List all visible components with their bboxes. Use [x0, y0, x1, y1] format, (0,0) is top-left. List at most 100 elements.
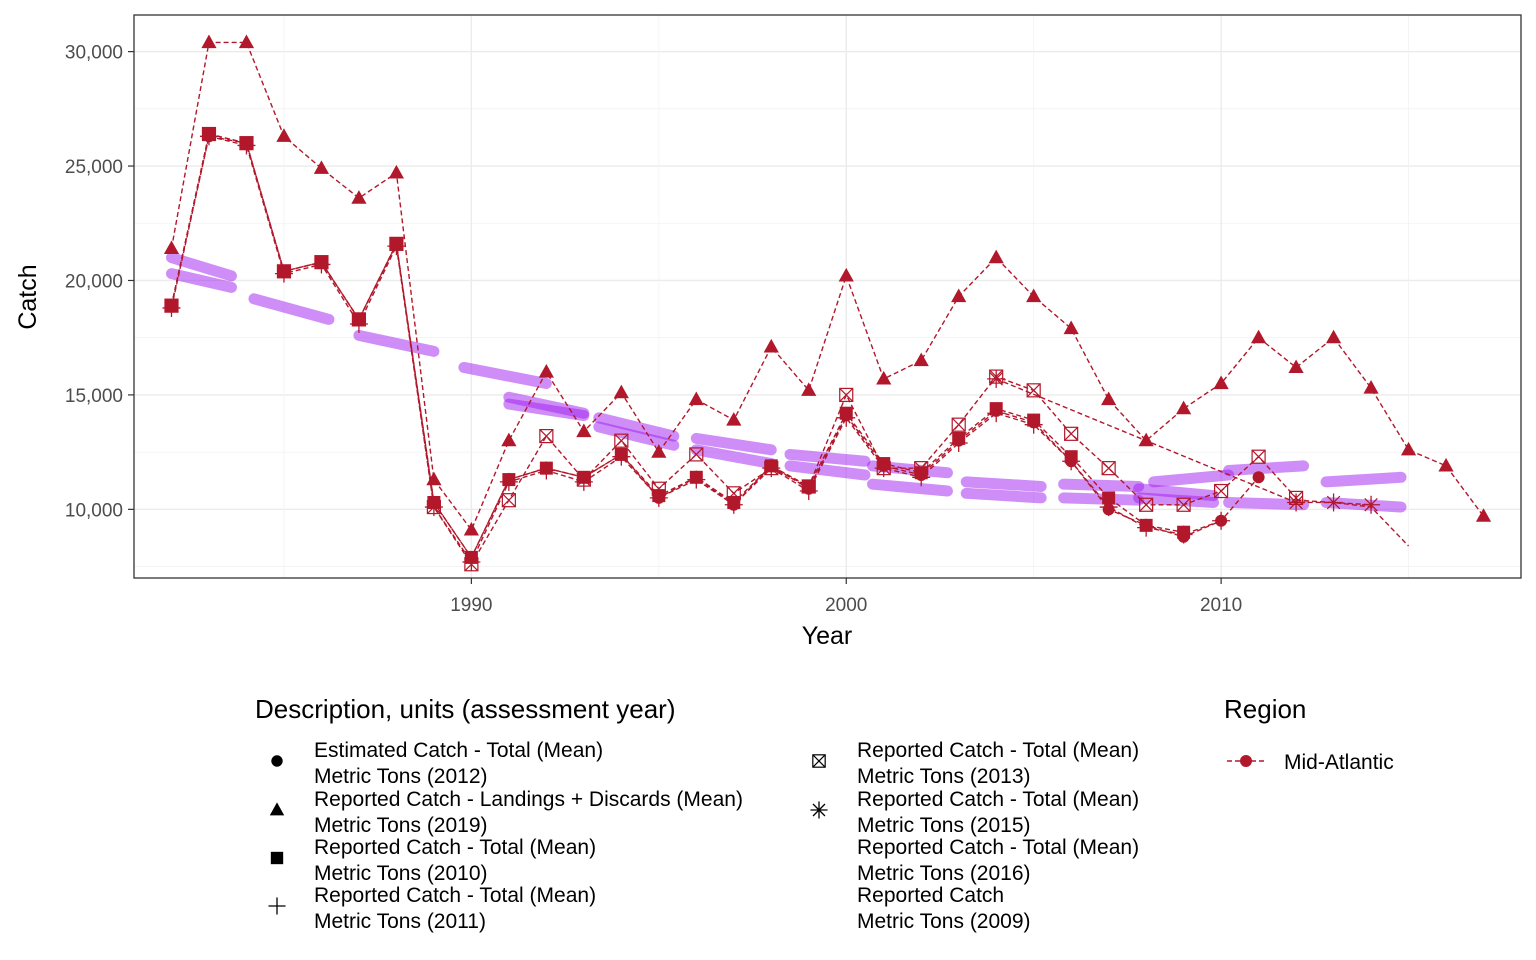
legend-item-line2: Metric Tons (2009)	[857, 910, 1031, 933]
triangle-marker	[1363, 380, 1379, 394]
region-key-circle-icon	[1240, 755, 1252, 767]
square-cross-marker	[914, 461, 929, 476]
triangle-marker	[1438, 457, 1454, 472]
triangle-marker	[988, 249, 1004, 264]
square-cross-marker	[689, 447, 704, 462]
circle-marker	[271, 755, 283, 767]
square-cross-box	[764, 461, 779, 476]
triangle-marker	[1176, 400, 1192, 415]
square-cross-marker	[876, 461, 891, 476]
asterisk-marker	[1362, 495, 1381, 514]
y-tick-label: 30,000	[65, 43, 123, 64]
square-marker	[1102, 491, 1116, 505]
trend-segment	[165, 268, 237, 293]
square-cross-marker	[201, 126, 217, 142]
square-cross-diag-b	[1214, 484, 1229, 498]
plus-marker	[268, 897, 286, 915]
square-cross-marker	[539, 429, 554, 444]
square-cross-marker	[426, 499, 441, 515]
square-cross-box	[914, 461, 929, 476]
square-cross-box	[276, 264, 292, 279]
square-cross-box	[1214, 483, 1229, 499]
square-cross-marker	[464, 557, 479, 572]
triangle-marker	[388, 164, 405, 179]
trend-segment	[1223, 460, 1310, 476]
square-cross-marker	[389, 236, 404, 251]
triangle-marker	[726, 412, 742, 426]
square-cross-box	[239, 136, 254, 151]
y-axis-ticks: 10,000 15,000 20,000 25,000 30,000	[65, 43, 134, 521]
triangle-marker	[951, 288, 967, 303]
plus-marker	[1174, 525, 1193, 544]
y-tick-label: 25,000	[65, 157, 123, 178]
triangle-marker	[538, 364, 554, 378]
square-cross-box	[539, 429, 554, 444]
triangle-marker	[1325, 329, 1342, 344]
square-cross-marker	[164, 298, 179, 313]
square-cross-marker	[239, 136, 254, 151]
triangle-marker	[763, 338, 779, 353]
square-cross-box	[314, 255, 329, 270]
trend-segment	[593, 421, 680, 451]
square-cross-diag-b	[202, 127, 216, 141]
plus-marker	[1212, 511, 1231, 530]
square-cross-diag-b	[914, 461, 929, 476]
square-cross-marker	[576, 472, 591, 487]
trend-segment	[1133, 483, 1220, 502]
trend-segment	[593, 412, 680, 442]
square-cross-box	[1101, 461, 1116, 476]
square-cross-diag-b	[689, 447, 704, 462]
triangle-marker	[1400, 441, 1417, 456]
triangle-marker	[913, 352, 929, 367]
legend-item-line2: Metric Tons (2011)	[314, 910, 486, 933]
square-cross-marker	[839, 387, 854, 403]
square-cross-diag-b	[314, 255, 329, 270]
square-cross-marker	[951, 417, 966, 432]
triangle-marker	[1101, 391, 1117, 406]
legend-description-title: Description, units (assessment year)	[255, 694, 675, 724]
x-axis-title: Year	[802, 622, 853, 650]
square-cross-marker	[1214, 483, 1229, 499]
legend-item: Reported Catch - Total (Mean) Metric Tons…	[857, 836, 1139, 885]
square-cross-diag-b	[812, 754, 826, 768]
triangle-marker	[238, 34, 255, 49]
plus-marker	[1062, 452, 1081, 471]
plus-marker	[537, 461, 556, 480]
asterisk-marker	[987, 369, 1006, 388]
plus-marker	[1099, 498, 1118, 517]
trend-segment	[503, 398, 590, 422]
square-cross-box	[426, 499, 441, 515]
square-cross-box	[951, 417, 966, 432]
triangle-marker	[351, 190, 367, 204]
legend-item: Reported Catch - Total (Mean) Metric Tons…	[812, 739, 1139, 788]
triangle-marker	[801, 382, 817, 396]
legend-item-line2: Metric Tons (2012)	[314, 765, 488, 788]
square-cross-marker	[1176, 497, 1191, 512]
square-cross-box	[689, 447, 704, 462]
square-cross-diag-b	[764, 461, 779, 476]
trend-segment	[1148, 469, 1235, 488]
triangle-marker	[276, 128, 292, 142]
square-cross-diag-b	[539, 429, 554, 444]
legend-item: Estimated Catch - Total (Mean) Metric Ton…	[271, 739, 603, 788]
square-cross-diag-b	[1139, 497, 1154, 512]
square-cross-marker	[276, 264, 292, 279]
legend-item: Reported Catch - Landings + Discards (Me…	[269, 788, 743, 837]
plus-marker	[1024, 415, 1043, 434]
square-cross-diag-b	[576, 472, 591, 487]
triangle-marker	[876, 370, 892, 385]
asterisk-marker	[1324, 493, 1343, 512]
circle-marker	[1252, 471, 1265, 484]
triangle-marker	[1063, 320, 1079, 335]
square-cross-diag-b	[501, 493, 516, 508]
square-cross-box	[201, 126, 217, 142]
square-cross-box	[464, 557, 479, 572]
square-cross-diag-b	[876, 461, 891, 476]
legend-item: Reported Catch - Total (Mean) Metric Tons…	[810, 788, 1139, 837]
square-cross-marker	[501, 493, 516, 508]
triangle-marker	[463, 521, 479, 536]
square-cross-diag-b	[464, 557, 479, 572]
legend-item-line1: Reported Catch - Landings + Discards (Me…	[314, 788, 743, 811]
square-cross-box	[351, 312, 367, 327]
plus-marker	[949, 433, 968, 452]
